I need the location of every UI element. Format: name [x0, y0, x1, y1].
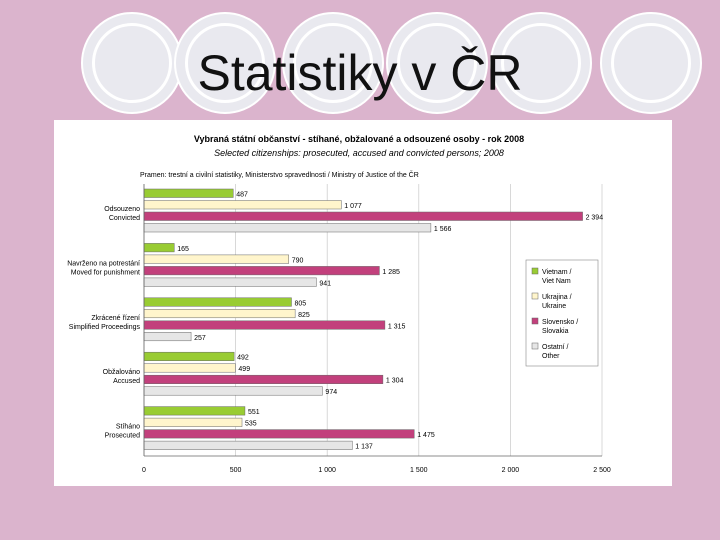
legend-swatch [531, 342, 539, 350]
data-label: 257 [194, 335, 206, 342]
category-label-en: Accused [113, 378, 140, 385]
data-label: 551 [248, 409, 260, 416]
x-tick-label: 0 [142, 467, 146, 474]
bar [143, 429, 415, 439]
bar [143, 440, 353, 450]
x-tick-label: 2 500 [593, 467, 611, 474]
decor-ring-4 [386, 12, 488, 114]
bar-chart: Vybraná státní občanství - stíhané, obža… [67, 134, 611, 474]
data-label: 1 475 [417, 432, 435, 439]
bar [143, 243, 175, 253]
x-tick-label: 2 000 [502, 467, 520, 474]
bar [143, 188, 234, 198]
bar [143, 417, 243, 427]
bar [143, 363, 236, 373]
legend-label-en: Viet Nam [542, 278, 571, 285]
bar [143, 200, 342, 210]
bar [143, 332, 192, 342]
data-label: 1 137 [355, 444, 373, 451]
chart-title: Vybraná státní občanství - stíhané, obža… [194, 134, 524, 144]
x-axis: 0 500 1 000 1 500 2 000 2 500 [142, 184, 611, 474]
data-label: 790 [292, 257, 304, 264]
legend-label: Ostatní / [542, 344, 569, 351]
data-label: 1 077 [344, 203, 362, 210]
chart-panel: Vybraná státní občanství - stíhané, obža… [54, 120, 672, 486]
legend-swatch [531, 317, 539, 325]
bar [143, 320, 386, 330]
category-label-cs: Navrženo na potrestání [67, 260, 140, 267]
legend-label-en: Other [542, 353, 560, 360]
bar [143, 254, 289, 264]
data-label: 1 315 [388, 323, 406, 330]
data-label: 1 304 [386, 378, 404, 385]
chart-source: Pramen: trestní a civilní statistiky, Mi… [140, 170, 419, 179]
data-label: 941 [319, 280, 331, 287]
data-label: 974 [325, 389, 337, 396]
category-label-en: Convicted [109, 215, 140, 222]
category-label-en: Simplified Proceedings [69, 324, 141, 331]
data-label: 165 [177, 246, 189, 253]
bar [143, 406, 246, 416]
bar [143, 223, 432, 233]
decor-ring-1 [81, 12, 183, 114]
bar [143, 351, 235, 361]
legend-label-en: Slovakia [542, 328, 569, 335]
data-label: 825 [298, 312, 310, 319]
category-labels: Odsouzeno Convicted Navrženo na potrestání… [67, 206, 140, 440]
data-label: 499 [238, 366, 250, 373]
bar [143, 277, 317, 287]
chart-subtitle: Selected citizenships: prosecuted, accus… [214, 148, 504, 158]
bar [143, 309, 296, 319]
data-label: 487 [236, 192, 248, 199]
category-label-cs: Odsouzeno [104, 206, 140, 213]
category-label-cs: Zkrácené řízení [91, 315, 140, 322]
legend-label: Slovensko / [542, 319, 578, 326]
legend-label: Vietnam / [542, 269, 571, 276]
legend: Vietnam / Viet Nam Ukrajina / Ukraine Sloven… [525, 259, 599, 367]
data-label: 535 [245, 421, 257, 428]
category-label-cs: Stíháno [116, 424, 140, 431]
data-label: 2 394 [586, 215, 604, 222]
decor-ring-5 [490, 12, 592, 114]
data-label: 1 566 [434, 226, 452, 233]
category-label-en: Moved for punishment [71, 269, 140, 276]
decor-ring-2 [174, 12, 276, 114]
category-label-cs: Obžalováno [103, 369, 140, 376]
x-tick-label: 1 500 [410, 467, 428, 474]
x-tick-label: 1 000 [318, 467, 336, 474]
data-label: 1 285 [382, 269, 400, 276]
legend-swatch [531, 292, 539, 300]
data-label: 805 [294, 300, 306, 307]
bar [143, 297, 292, 307]
x-tick-label: 500 [230, 467, 242, 474]
decor-ring-3 [282, 12, 384, 114]
legend-swatch [531, 267, 539, 275]
data-label: 492 [237, 355, 249, 362]
decor-ring-6 [600, 12, 702, 114]
slide-title: Statistiky v ČR [197, 45, 523, 101]
category-label-en: Prosecuted [105, 433, 141, 440]
legend-label-en: Ukraine [542, 303, 566, 310]
bar [143, 374, 384, 384]
bar [143, 211, 583, 221]
legend-label: Ukrajina / [542, 294, 572, 301]
bar [143, 266, 380, 276]
bars: 487 1 077 2 394 1 566 165 790 1 285 941 805 825 1 … [143, 188, 604, 451]
bar [143, 386, 323, 396]
